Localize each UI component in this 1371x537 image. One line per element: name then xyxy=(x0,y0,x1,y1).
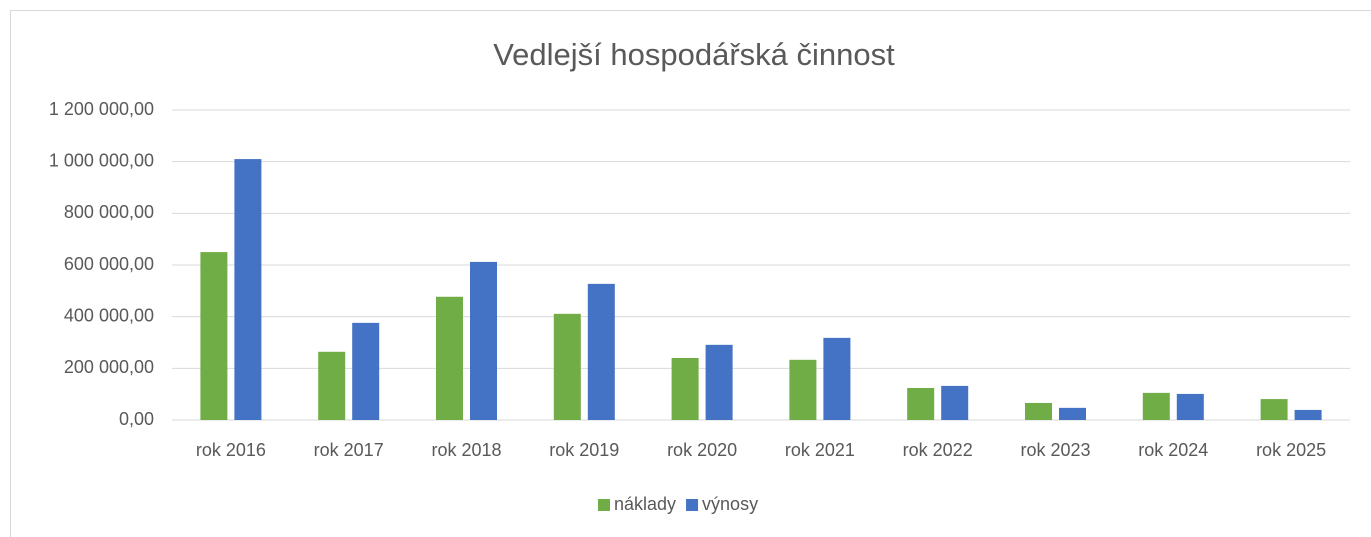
legend-swatch xyxy=(598,499,610,511)
chart-title: Vedlejší hospodářská činnost xyxy=(493,37,895,72)
legend-label: náklady xyxy=(614,494,676,514)
bar xyxy=(1142,392,1170,420)
bar xyxy=(352,322,380,420)
x-tick-label: rok 2025 xyxy=(1256,440,1326,460)
y-tick-label: 400 000,00 xyxy=(64,305,154,325)
bar xyxy=(1025,402,1052,420)
x-tick-label: rok 2017 xyxy=(314,440,384,460)
x-tick-label: rok 2023 xyxy=(1020,440,1090,460)
x-tick-label: rok 2018 xyxy=(431,440,501,460)
y-tick-label: 1 200 000,00 xyxy=(49,99,154,119)
bar xyxy=(1260,399,1288,420)
x-tick-label: rok 2019 xyxy=(549,440,619,460)
x-tick-label: rok 2022 xyxy=(903,440,973,460)
bar xyxy=(470,261,497,420)
bar xyxy=(1294,409,1322,420)
legend-swatch xyxy=(686,499,699,511)
bar xyxy=(318,351,346,420)
bar xyxy=(436,296,463,420)
y-tick-label: 600 000,00 xyxy=(64,254,154,274)
bar xyxy=(705,344,733,420)
y-tick-label: 800 000,00 xyxy=(64,202,154,222)
x-tick-label: rok 2020 xyxy=(667,440,737,460)
bar xyxy=(907,387,935,420)
bar xyxy=(823,337,851,420)
bar xyxy=(671,358,699,420)
bar xyxy=(1176,393,1204,420)
x-tick-label: rok 2024 xyxy=(1138,440,1208,460)
bar xyxy=(587,283,615,420)
y-tick-label: 200 000,00 xyxy=(64,357,154,377)
legend-label: výnosy xyxy=(702,494,758,514)
bar xyxy=(553,313,581,420)
y-tick-label: 0,00 xyxy=(119,409,154,429)
y-tick-label: 1 000 000,00 xyxy=(49,150,154,170)
x-tick-label: rok 2021 xyxy=(785,440,855,460)
bar xyxy=(234,159,262,421)
x-tick-label: rok 2016 xyxy=(196,440,266,460)
bar xyxy=(200,252,228,420)
bar xyxy=(1059,407,1086,420)
bar xyxy=(941,385,969,420)
bar xyxy=(789,359,817,420)
